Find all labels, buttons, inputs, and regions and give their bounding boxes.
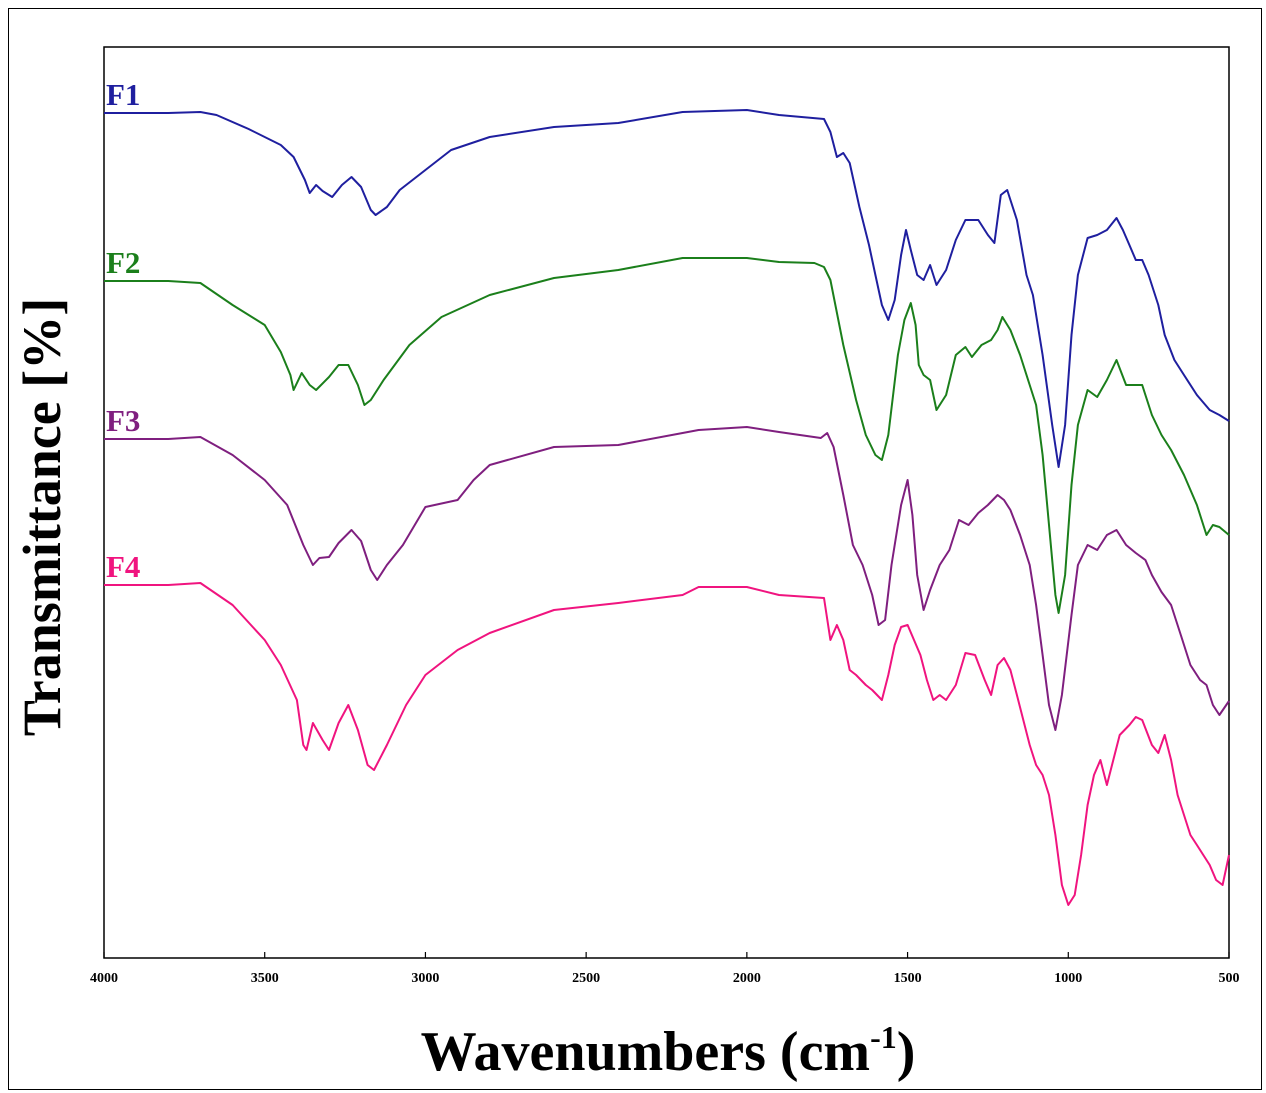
series-layer xyxy=(104,109,1230,906)
series-label-f1: F1 xyxy=(106,77,140,112)
series-label-f2: F2 xyxy=(106,245,140,280)
series-label-f4: F4 xyxy=(106,549,140,584)
series-line-f1 xyxy=(104,109,1230,468)
x-tick-label: 2500 xyxy=(572,971,600,986)
figure-frame xyxy=(8,8,1262,1090)
series-label-layer: F1 F2 F3 F4 xyxy=(106,77,140,584)
series-label-f3: F3 xyxy=(106,403,140,438)
x-tick-label: 2000 xyxy=(733,971,761,986)
plot-area xyxy=(103,46,1230,959)
series-line-f3 xyxy=(104,426,1230,731)
x-axis-title: Wavenumbers (cm-1) xyxy=(421,1019,916,1083)
x-axis-title-superscript: -1 xyxy=(870,1019,897,1055)
x-tick-label: 3000 xyxy=(411,971,439,986)
series-line-f4 xyxy=(104,582,1230,906)
plot-border xyxy=(103,46,1230,959)
series-line-f2 xyxy=(104,257,1230,614)
x-tick-label: 1500 xyxy=(894,971,922,986)
x-tick-label: 500 xyxy=(1219,971,1240,986)
x-tick-layer: 4000 3500 3000 2500 2000 1500 1000 500 xyxy=(90,952,1240,986)
x-tick-label: 3500 xyxy=(251,971,279,986)
x-tick-label: 1000 xyxy=(1054,971,1082,986)
x-tick-label: 4000 xyxy=(90,971,118,986)
y-axis-title: Transmittance [%] xyxy=(12,298,72,736)
